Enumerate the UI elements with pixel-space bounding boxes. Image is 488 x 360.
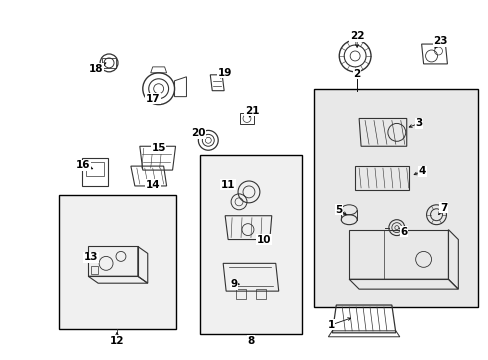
- Text: 9: 9: [230, 279, 237, 289]
- Text: 4: 4: [418, 166, 426, 176]
- Text: 15: 15: [151, 143, 165, 153]
- Text: 14: 14: [145, 180, 160, 190]
- Text: 19: 19: [218, 68, 232, 78]
- Bar: [102, 58, 116, 68]
- Bar: [236, 289, 245, 299]
- Text: 6: 6: [399, 226, 407, 237]
- Bar: [314, 89, 477, 307]
- Text: 23: 23: [432, 36, 447, 46]
- Text: 17: 17: [145, 94, 160, 104]
- Text: 2: 2: [353, 69, 360, 79]
- Text: 8: 8: [247, 336, 254, 346]
- Text: 11: 11: [221, 180, 235, 190]
- Text: 18: 18: [89, 64, 103, 74]
- Text: 21: 21: [244, 105, 259, 116]
- Text: 3: 3: [414, 118, 422, 129]
- Bar: [255, 289, 265, 299]
- Bar: [60, 195, 175, 329]
- Text: 22: 22: [349, 31, 364, 41]
- Text: 20: 20: [191, 129, 205, 138]
- Text: 2: 2: [353, 69, 360, 79]
- Bar: [200, 155, 301, 334]
- Text: 5: 5: [335, 205, 342, 215]
- Text: 10: 10: [256, 234, 270, 244]
- Text: 13: 13: [84, 252, 98, 262]
- Text: 7: 7: [439, 203, 446, 213]
- Text: 1: 1: [327, 320, 334, 330]
- Text: 16: 16: [76, 160, 90, 170]
- Text: 12: 12: [109, 336, 124, 346]
